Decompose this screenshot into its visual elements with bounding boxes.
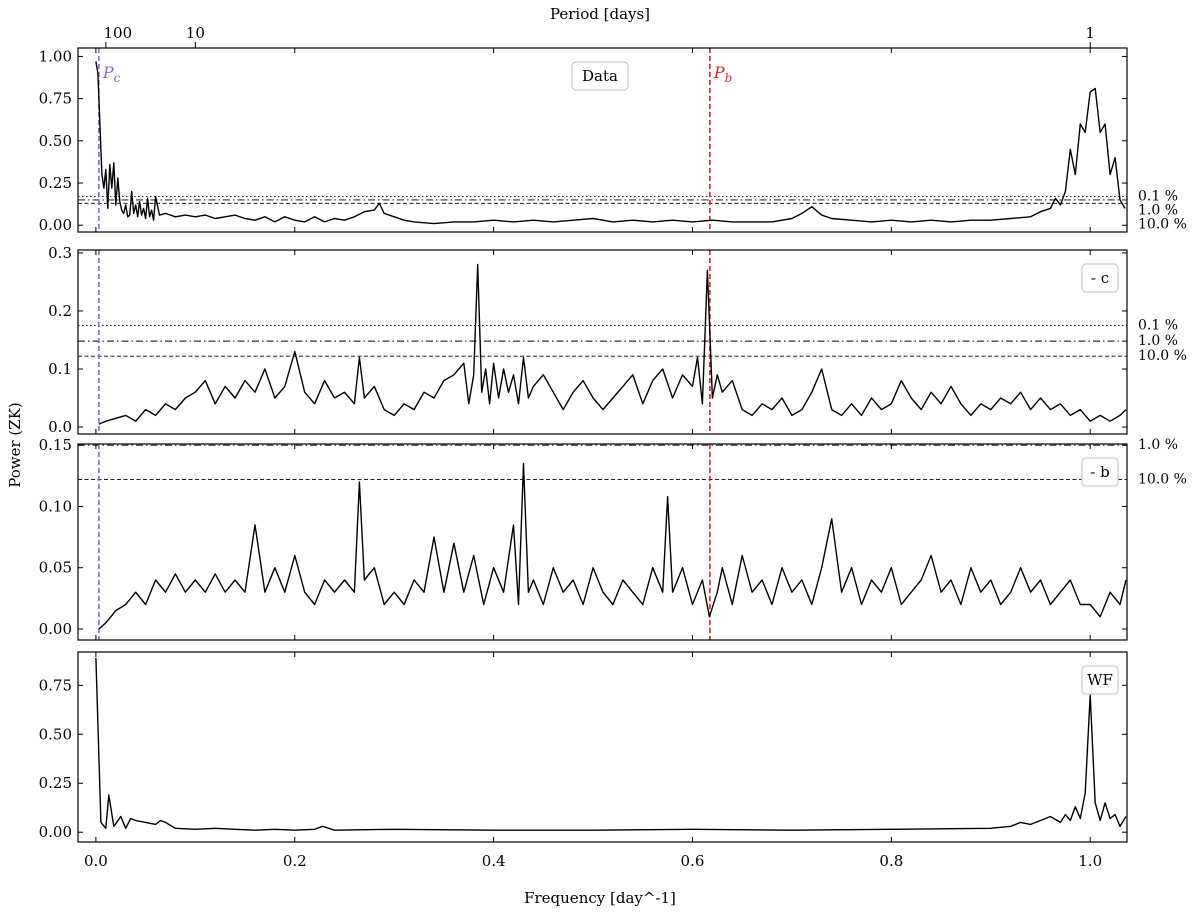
series-line-0 bbox=[95, 61, 1126, 225]
fap-label-0-1: 1.0 % bbox=[1138, 203, 1178, 219]
y-tick-label-2-3: 0.15 bbox=[39, 436, 72, 454]
y-tick-label-0-3: 0.75 bbox=[39, 90, 72, 108]
y-tick-label-2-1: 0.05 bbox=[39, 559, 72, 577]
y-tick-label-3-0: 0.00 bbox=[39, 823, 72, 841]
tag-label-2: - b bbox=[1090, 463, 1109, 481]
panel-frame-1 bbox=[77, 249, 1128, 435]
y-tick-label-3-3: 0.75 bbox=[39, 676, 72, 694]
period-tick-label-0: 100 bbox=[104, 24, 133, 42]
period-tick-label-1: 10 bbox=[186, 24, 205, 42]
y-tick-label-0-2: 0.50 bbox=[39, 132, 72, 150]
series-line-2 bbox=[98, 462, 1127, 630]
fap-label-2-1: 10.0 % bbox=[1138, 472, 1187, 488]
y-tick-label-1-2: 0.2 bbox=[48, 302, 72, 320]
y-tick-label-1-3: 0.3 bbox=[48, 244, 72, 262]
series-line-1 bbox=[98, 263, 1127, 425]
y-tick-label-0-4: 1.00 bbox=[39, 47, 72, 65]
y-axis-label: Power (ZK) bbox=[6, 402, 24, 488]
x-tick-label-1: 0.2 bbox=[283, 852, 307, 870]
panel-frame-2 bbox=[77, 443, 1128, 641]
fap-label-2-0: 1.0 % bbox=[1138, 437, 1178, 453]
x-tick-label-2: 0.4 bbox=[482, 852, 506, 870]
fap-label-0-2: 10.0 % bbox=[1138, 217, 1187, 233]
series-line-3 bbox=[95, 657, 1127, 831]
vline-label-0: Pc bbox=[102, 63, 121, 85]
fap-label-1-0: 0.1 % bbox=[1138, 317, 1178, 333]
tag-box-0 bbox=[571, 61, 629, 91]
tag-box-3 bbox=[1081, 665, 1119, 695]
y-tick-label-0-0: 0.00 bbox=[39, 216, 72, 234]
y-tick-label-1-0: 0.0 bbox=[48, 418, 72, 436]
y-tick-label-3-1: 0.25 bbox=[39, 774, 72, 792]
x-tick-label-4: 0.8 bbox=[879, 852, 903, 870]
panel-frame-3 bbox=[77, 651, 1128, 843]
fap-label-1-2: 10.0 % bbox=[1138, 348, 1187, 364]
y-tick-label-0-1: 0.25 bbox=[39, 174, 72, 192]
y-tick-label-2-0: 0.00 bbox=[39, 620, 72, 638]
tag-box-1 bbox=[1081, 263, 1119, 293]
x-tick-label-3: 0.6 bbox=[681, 852, 705, 870]
y-tick-label-2-2: 0.10 bbox=[39, 497, 72, 515]
x-tick-label-5: 1.0 bbox=[1078, 852, 1102, 870]
y-tick-label-3-2: 0.50 bbox=[39, 725, 72, 743]
fap-label-1-1: 1.0 % bbox=[1138, 333, 1178, 349]
fap-label-0-0: 0.1 % bbox=[1138, 189, 1178, 205]
period-tick-label-2: 1 bbox=[1085, 24, 1095, 42]
panels-group: 0.1 %1.0 %10.0 %0.000.250.500.751.00Data… bbox=[39, 24, 1187, 870]
tag-label-1: - c bbox=[1091, 269, 1109, 287]
tag-box-2 bbox=[1081, 457, 1119, 487]
tag-label-0: Data bbox=[582, 67, 618, 85]
y-tick-label-1-1: 0.1 bbox=[48, 360, 72, 378]
x-axis-label: Frequency [day^-1] bbox=[524, 889, 676, 907]
tag-label-3: WF bbox=[1087, 671, 1113, 689]
top-axis-label: Period [days] bbox=[550, 5, 650, 23]
panel-frame-0 bbox=[77, 47, 1128, 233]
x-tick-label-0: 0.0 bbox=[84, 852, 108, 870]
vline-label-1: Pb bbox=[713, 63, 732, 85]
